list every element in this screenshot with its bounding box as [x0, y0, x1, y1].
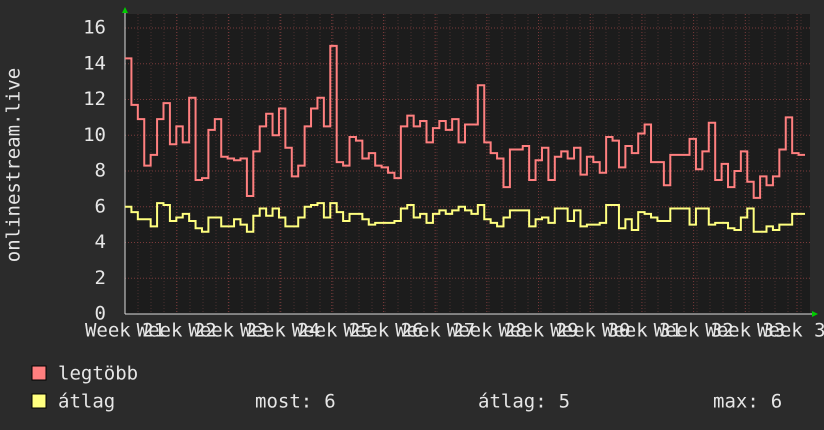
y-tick-label: 2 — [95, 267, 106, 289]
legend-label: legtöbb — [58, 363, 138, 385]
y-tick-label: 12 — [83, 88, 106, 110]
stat-label: most: — [255, 391, 312, 413]
legend-swatch — [31, 365, 47, 381]
x-tick-label: Week 28 — [447, 320, 527, 342]
x-tick-label: Week 26 — [343, 320, 423, 342]
x-tick-label: Week 30 — [550, 320, 630, 342]
x-tick-label: Week 21 — [85, 320, 165, 342]
x-tick-label: Week 31 — [602, 320, 682, 342]
y-axis-label: onlinestream.live — [3, 68, 25, 262]
x-tick-label: Week 22 — [137, 320, 217, 342]
y-tick-label: 14 — [83, 52, 106, 74]
x-tick-label: Week 29 — [498, 320, 578, 342]
x-tick-label: Week 23 — [188, 320, 268, 342]
y-tick-label: 16 — [83, 17, 106, 39]
x-tick-label: Week 32 — [654, 320, 734, 342]
x-tick-label: Week 27 — [395, 320, 475, 342]
y-tick-label: 0 — [95, 303, 106, 325]
y-tick-label: 10 — [83, 124, 106, 146]
plot-area — [125, 14, 810, 314]
y-tick-label: 6 — [95, 195, 106, 217]
legend-label: átlag — [58, 391, 115, 413]
x-tick-label: Week 25 — [292, 320, 372, 342]
y-tick-label: 4 — [95, 231, 106, 253]
stat-label: max: — [713, 391, 759, 413]
x-tick-label: Week 24 — [240, 320, 320, 342]
stat-value: 5 — [559, 391, 570, 413]
stat-value: 6 — [324, 391, 335, 413]
y-tick-label: 8 — [95, 160, 106, 182]
x-tick-label: Week 34 — [757, 320, 824, 342]
series-line — [125, 202, 805, 233]
series-line — [125, 44, 805, 199]
axis-arrow — [812, 311, 818, 317]
stat-value: 6 — [771, 391, 782, 413]
x-tick-label: Week 33 — [705, 320, 785, 342]
axis-arrow — [122, 7, 128, 13]
legend-swatch — [31, 393, 47, 409]
stat-label: átlag: — [478, 391, 547, 413]
